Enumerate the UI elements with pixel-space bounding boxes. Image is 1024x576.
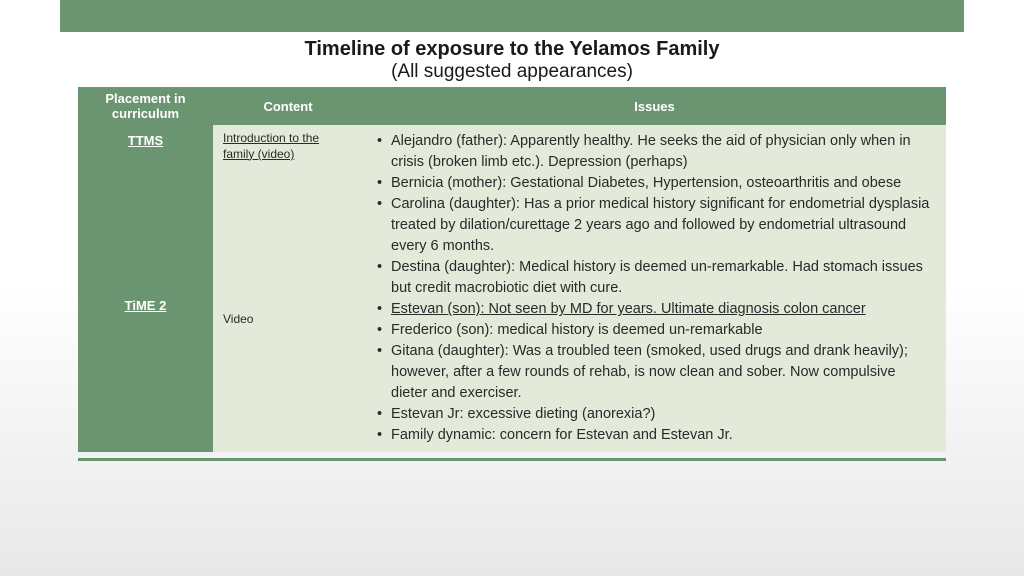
issue-item: Bernicia (mother): Gestational Diabetes,… [369, 173, 934, 194]
header-placement: Placement in curriculum [78, 87, 213, 125]
title-block: Timeline of exposure to the Yelamos Fami… [0, 32, 1024, 87]
placement-time2: TiME 2 [88, 298, 203, 313]
issue-item: Alejandro (father): Apparently healthy. … [369, 131, 934, 173]
placement-ttms: TTMS [88, 133, 203, 148]
issues-list: Alejandro (father): Apparently healthy. … [369, 131, 934, 446]
issue-item: Family dynamic: concern for Estevan and … [369, 425, 934, 446]
content-video: Video [223, 312, 353, 326]
issue-item: Estevan Jr: excessive dieting (anorexia?… [369, 404, 934, 425]
bottom-rule [78, 458, 946, 461]
table-header-row: Placement in curriculum Content Issues [78, 87, 946, 125]
cell-placement: TTMS TiME 2 [78, 125, 213, 452]
cell-content: Introduction to the family (video) Video [213, 125, 363, 452]
title-sub: (All suggested appearances) [0, 61, 1024, 83]
header-content: Content [213, 87, 363, 125]
header-issues: Issues [363, 87, 946, 125]
top-bar [60, 0, 964, 32]
issue-item: Frederico (son): medical history is deem… [369, 320, 934, 341]
issue-item: Estevan (son): Not seen by MD for years.… [369, 299, 934, 320]
table-wrap: Placement in curriculum Content Issues T… [78, 87, 946, 452]
issue-item: Gitana (daughter): Was a troubled teen (… [369, 341, 934, 404]
issue-item: Destina (daughter): Medical history is d… [369, 257, 934, 299]
table-row: TTMS TiME 2 Introduction to the family (… [78, 125, 946, 452]
cell-issues: Alejandro (father): Apparently healthy. … [363, 125, 946, 452]
title-main: Timeline of exposure to the Yelamos Fami… [0, 38, 1024, 61]
issue-item: Carolina (daughter): Has a prior medical… [369, 194, 934, 257]
content-intro: Introduction to the family (video) [223, 131, 353, 162]
timeline-table: Placement in curriculum Content Issues T… [78, 87, 946, 452]
